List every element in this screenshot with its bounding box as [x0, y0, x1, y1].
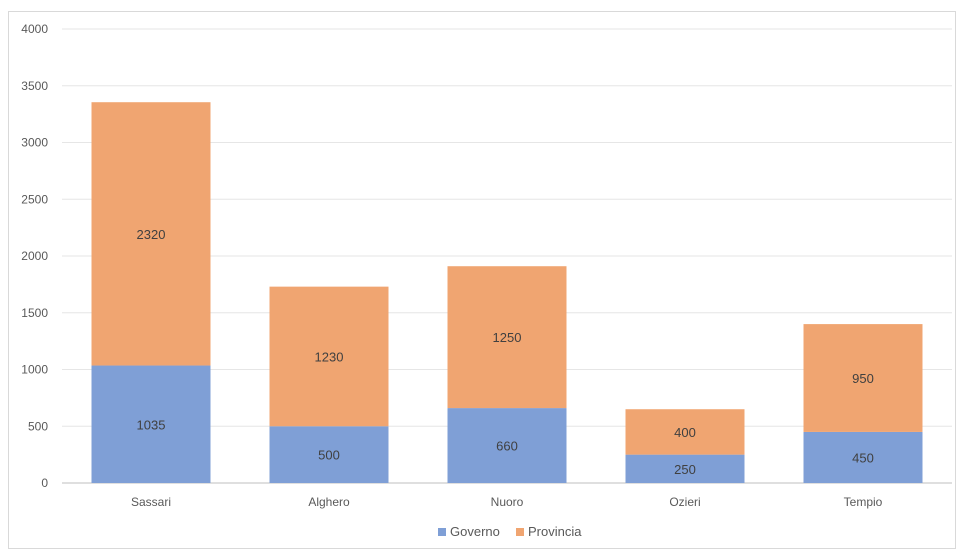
y-tick-label: 3000	[21, 136, 48, 150]
bar-provincia-nuoro	[447, 266, 567, 409]
legend-swatch-provincia	[516, 528, 524, 536]
bar-provincia-ozieri	[625, 409, 745, 455]
y-tick-label: 1000	[21, 363, 48, 377]
bar-provincia-tempio	[803, 324, 923, 432]
x-tick-label: Ozieri	[669, 495, 700, 509]
y-tick-label: 4000	[21, 22, 48, 36]
bar-governo-alghero	[269, 426, 389, 483]
data-label: 400	[674, 425, 696, 440]
x-tick-label: Alghero	[308, 495, 350, 509]
legend-swatch-governo	[438, 528, 446, 536]
data-label: 450	[852, 450, 874, 465]
legend-label-provincia: Provincia	[528, 524, 582, 539]
y-tick-label: 2000	[21, 249, 48, 263]
data-label: 500	[318, 448, 340, 463]
data-label: 2320	[137, 227, 166, 242]
y-tick-label: 1500	[21, 306, 48, 320]
bar-governo-sassari	[91, 365, 211, 483]
bar-provincia-sassari	[91, 102, 211, 366]
x-tick-label: Tempio	[844, 495, 883, 509]
bar-provincia-alghero	[269, 286, 389, 427]
legend: Governo Provincia	[438, 524, 582, 539]
x-tick-label: Nuoro	[491, 495, 524, 509]
data-label: 1250	[493, 330, 522, 345]
bar-governo-ozieri	[625, 454, 745, 483]
legend-label-governo: Governo	[450, 524, 500, 539]
bar-governo-nuoro	[447, 408, 567, 483]
bars: 1035 2320 500 1230 660 1250 250 400 450 950	[91, 102, 923, 483]
data-label: 660	[496, 439, 518, 454]
x-tick-label: Sassari	[131, 495, 171, 509]
data-label: 1230	[315, 349, 344, 364]
y-axis: 0 500 1000 1500 2000 2500 3000 3500 4000	[21, 22, 48, 490]
y-tick-label: 0	[41, 476, 48, 490]
bar-governo-tempio	[803, 431, 923, 483]
data-label: 250	[674, 462, 696, 477]
data-label: 950	[852, 371, 874, 386]
y-tick-label: 500	[28, 419, 48, 433]
data-label: 1035	[137, 417, 166, 432]
y-tick-label: 2500	[21, 192, 48, 206]
x-axis: Sassari Alghero Nuoro Ozieri Tempio	[131, 495, 883, 509]
y-tick-label: 3500	[21, 79, 48, 93]
